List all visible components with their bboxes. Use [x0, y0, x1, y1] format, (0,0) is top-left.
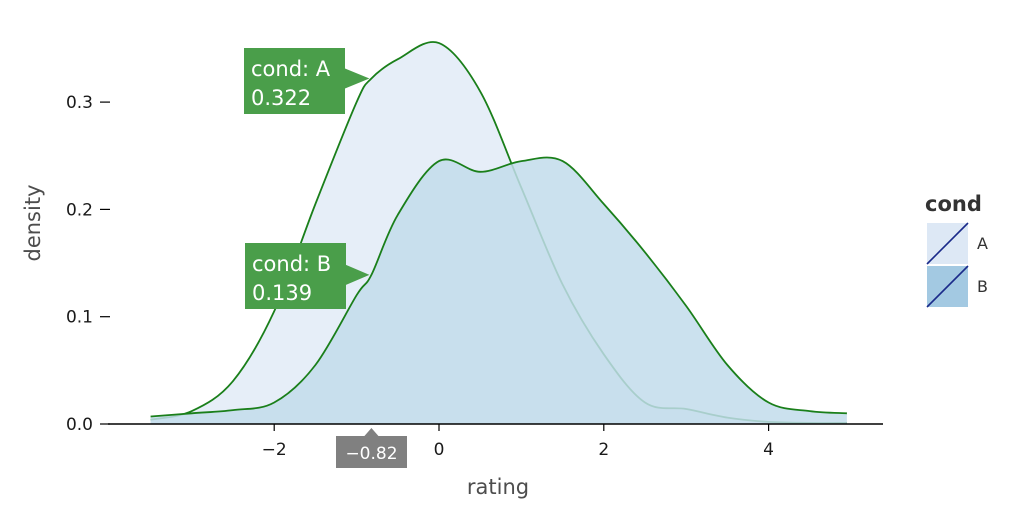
- legend-swatch-line: [926, 265, 969, 308]
- tooltip-b: cond: B 0.139: [245, 243, 370, 309]
- hover-tooltips: cond: A 0.322 cond: B 0.139 −0.82: [244, 48, 407, 468]
- y-tick-label: 0.3: [66, 93, 93, 113]
- y-ticks: 0.0 0.1 0.2 0.3: [66, 93, 110, 435]
- tooltip-a: cond: A 0.322: [244, 48, 370, 114]
- x-value-tooltip-label: −0.82: [345, 444, 397, 464]
- tooltip-value: 0.322: [251, 86, 311, 110]
- tooltip-value: 0.139: [252, 281, 312, 305]
- x-axis-title: rating: [467, 475, 529, 499]
- tooltip-box: [245, 243, 370, 309]
- tooltip-label: cond: A: [251, 57, 331, 81]
- area-b-fill: [150, 157, 847, 424]
- x-value-tooltip-box: [336, 428, 407, 468]
- x-tick-label: 0: [434, 440, 445, 460]
- legend-label-a: A: [977, 234, 988, 253]
- x-ticks: −2 0 2 4: [262, 424, 774, 460]
- x-tick-label: 4: [763, 440, 774, 460]
- legend-label-b: B: [977, 277, 988, 296]
- density-areas: [150, 41, 847, 424]
- density-line-b: [150, 156, 847, 418]
- y-tick-label: 0.1: [66, 308, 93, 328]
- legend-entries: AB: [926, 222, 988, 308]
- plot-area: [150, 41, 847, 424]
- y-axis: 0.0 0.1 0.2 0.3: [66, 93, 110, 435]
- y-tick-label: 0.2: [66, 200, 93, 220]
- legend-swatch-line: [926, 222, 969, 265]
- legend: cond AB: [925, 192, 988, 308]
- x-value-tooltip: −0.82: [336, 428, 407, 468]
- x-tick-label: −2: [262, 440, 287, 460]
- tooltip-box: [244, 48, 370, 114]
- tooltip-label: cond: B: [252, 252, 331, 276]
- y-axis-title: density: [21, 185, 45, 262]
- x-tick-label: 2: [598, 440, 609, 460]
- y-tick-label: 0.0: [66, 415, 93, 435]
- x-axis: −2 0 2 4: [108, 423, 883, 460]
- legend-title: cond: [925, 192, 982, 216]
